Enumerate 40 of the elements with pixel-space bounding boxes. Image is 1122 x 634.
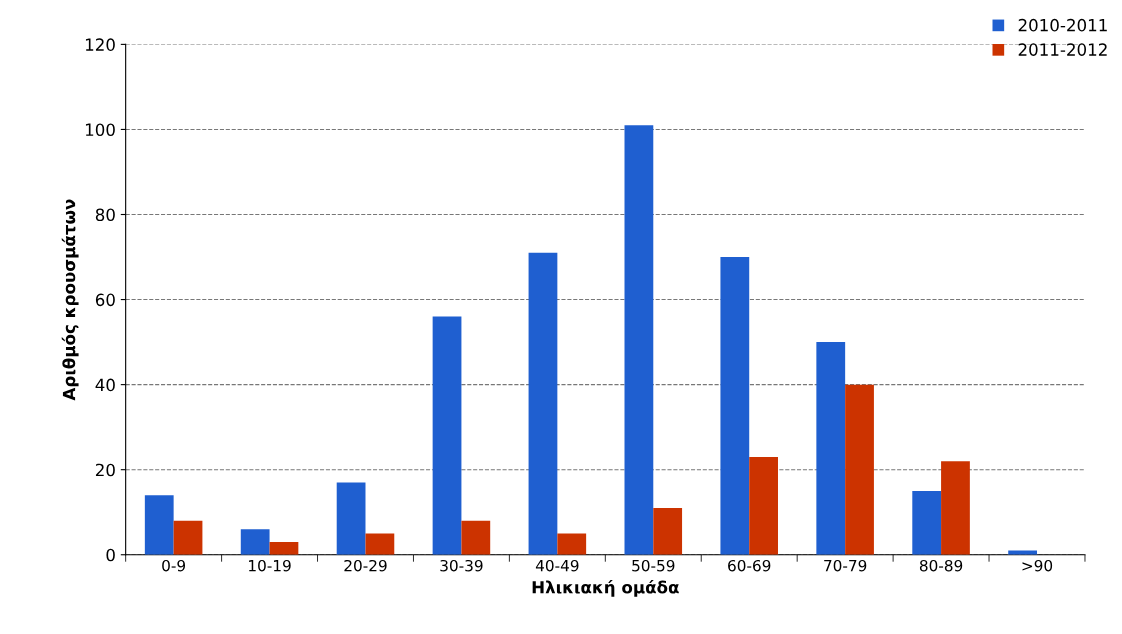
bar xyxy=(173,520,203,555)
x-tick-label: 50-59 xyxy=(632,559,675,572)
y-tick-label: 0 xyxy=(106,548,115,562)
bar xyxy=(912,490,942,555)
x-tick-label: 60-69 xyxy=(728,559,771,572)
bar xyxy=(365,533,395,555)
bar xyxy=(461,520,491,555)
bar xyxy=(528,252,558,555)
x-tick-label: 20-29 xyxy=(344,559,387,572)
bar xyxy=(941,461,970,555)
bar xyxy=(653,507,683,555)
bar xyxy=(432,316,462,555)
x-tick-label: 10-19 xyxy=(249,559,291,572)
bar xyxy=(749,456,778,555)
x-tick-label: 80-89 xyxy=(919,559,963,572)
bar xyxy=(624,125,654,555)
bar xyxy=(720,257,750,555)
x-tick-label: 0-9 xyxy=(162,559,186,572)
bar xyxy=(240,529,270,555)
x-tick-label: 30-39 xyxy=(440,559,483,572)
y-tick-label: 120 xyxy=(85,38,115,51)
x-tick-label: >90 xyxy=(1022,559,1053,572)
y-tick-label: 60 xyxy=(95,293,115,307)
y-tick-label: 80 xyxy=(95,208,115,222)
y-tick-label: 20 xyxy=(95,463,115,477)
legend-label: 2010-2011 xyxy=(1018,18,1107,32)
bar xyxy=(269,541,299,555)
y-tick-label: 100 xyxy=(85,123,115,137)
bar xyxy=(144,495,174,555)
bar xyxy=(845,384,874,555)
y-axis-title: Αριθμός κρουσμάτων xyxy=(61,199,79,401)
y-tick-label: 40 xyxy=(95,378,115,392)
x-tick-label: 70-79 xyxy=(824,559,867,572)
bar xyxy=(557,533,587,555)
legend-label: 2011-2012 xyxy=(1018,43,1107,56)
x-tick-label: 40-49 xyxy=(535,559,579,572)
bar xyxy=(1008,550,1038,555)
bar xyxy=(336,482,366,555)
x-axis-title: Ηλικιακή ομάδα xyxy=(532,579,679,597)
bar xyxy=(816,342,846,555)
